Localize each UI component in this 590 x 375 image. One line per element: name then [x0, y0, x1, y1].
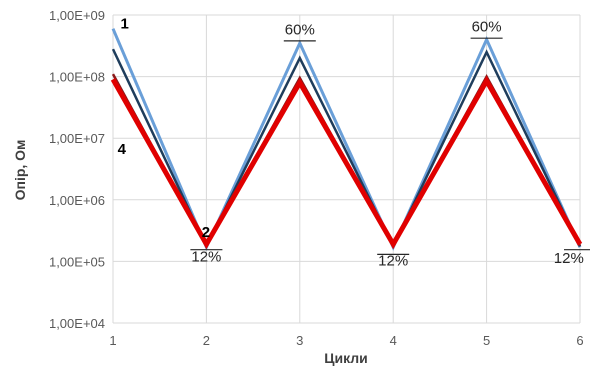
x-tick-label: 3	[296, 333, 303, 348]
series-number-label: 4	[118, 141, 127, 158]
series-labels: 1 4 2	[118, 16, 210, 241]
annotation-label: 60%	[285, 22, 315, 39]
x-axis-title: Цикли	[324, 350, 368, 366]
x-tick-label: 2	[203, 333, 210, 348]
series-number-label: 2	[202, 224, 210, 241]
annotation-markers	[190, 37, 590, 255]
series-number-label: 1	[120, 16, 128, 33]
y-axis-title: Опір, Ом	[12, 140, 28, 201]
annotations: 60% 60% 12% 12% 12%	[191, 18, 583, 269]
y-tick-label: 1,00E+06	[49, 193, 105, 208]
y-tick-label: 1,00E+05	[49, 254, 105, 269]
x-axis-ticks: 1 2 3 4 5 6	[109, 333, 583, 348]
annotation-label: 12%	[554, 250, 584, 267]
annotation-label: 60%	[472, 18, 502, 35]
y-tick-label: 1,00E+04	[49, 316, 105, 331]
x-tick-label: 1	[109, 333, 116, 348]
y-tick-label: 1,00E+09	[49, 8, 105, 23]
x-tick-label: 5	[483, 333, 490, 348]
annotation-label: 12%	[191, 248, 221, 265]
annotation-label: 12%	[378, 253, 408, 270]
series-line-4	[110, 75, 583, 250]
series-lines	[110, 28, 583, 251]
y-tick-label: 1,00E+08	[49, 70, 105, 85]
gridlines	[112, 14, 581, 324]
y-tick-label: 1,00E+07	[49, 131, 105, 146]
x-tick-label: 4	[390, 333, 397, 348]
y-axis-ticks: 1,00E+04 1,00E+05 1,00E+06 1,00E+07 1,00E+08…	[49, 8, 105, 331]
x-tick-label: 6	[576, 333, 583, 348]
